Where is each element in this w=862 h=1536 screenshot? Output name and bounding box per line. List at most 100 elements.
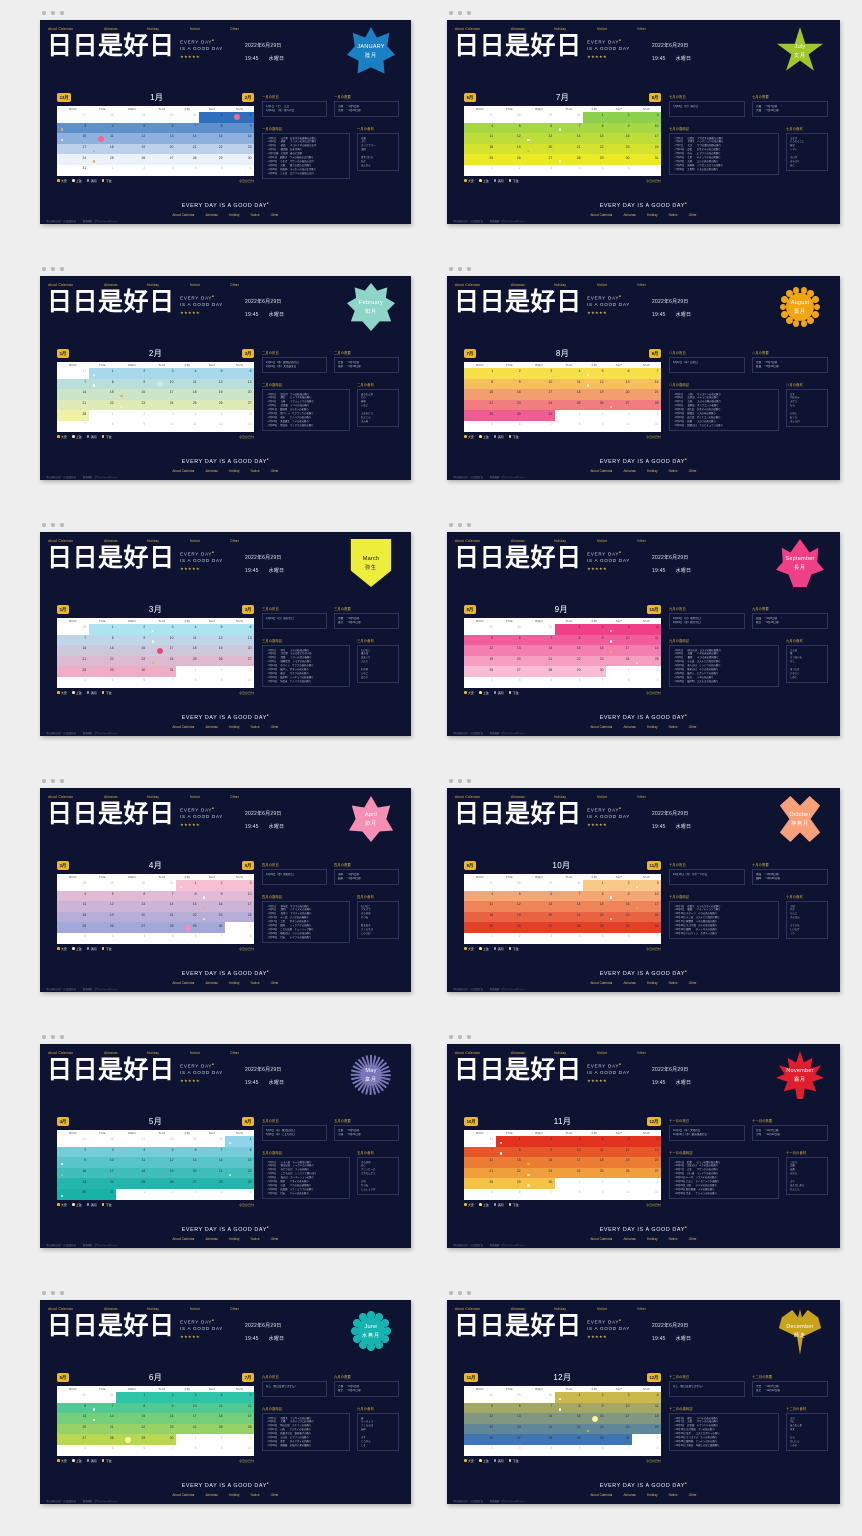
calendar-day-cell[interactable]: 28 <box>147 922 177 933</box>
footer-nav-item-notice[interactable]: Notice <box>250 725 260 729</box>
calendar-day-cell[interactable]: 8 <box>554 1402 584 1414</box>
calendar-day-cell[interactable]: 10 <box>88 1157 117 1168</box>
calendar-day-cell[interactable]: 22 <box>583 911 606 923</box>
calendar-day-cell[interactable]: 8 <box>88 634 117 646</box>
nav-item-almanac[interactable]: Almanac <box>104 1307 118 1311</box>
calendar-day-cell[interactable]: 13 <box>523 133 555 144</box>
calendar-day-cell[interactable]: 10 <box>147 378 177 390</box>
nav-item-other[interactable]: Other <box>230 1307 239 1311</box>
calendar-day-cell[interactable]: 19 <box>495 143 524 155</box>
nav-item-other[interactable]: Other <box>230 283 239 287</box>
prev-month-button[interactable]: 6月 <box>464 93 476 102</box>
calendar-day-cell[interactable]: 20 <box>495 655 524 667</box>
calendar-day-cell[interactable]: 23 <box>57 1178 89 1189</box>
calendar-day-cell[interactable]: 11 <box>116 1157 148 1168</box>
nav-item-notice[interactable]: Notice <box>597 27 608 31</box>
calendar-day-cell[interactable]: 7 <box>198 1146 226 1158</box>
calendar-day-cell[interactable]: 30 <box>147 112 177 123</box>
month-badge[interactable]: August 葉月 <box>776 283 824 331</box>
calendar-day-cell[interactable]: 27 <box>632 1167 661 1179</box>
window-dot[interactable] <box>449 267 453 271</box>
nav-item-almanac[interactable]: Almanac <box>104 27 118 31</box>
window-dot[interactable] <box>467 11 471 15</box>
footer-nav-item-almanac[interactable]: Almanac <box>623 469 636 473</box>
calendar-day-cell[interactable]: 9 <box>225 122 254 134</box>
footer-nav-item-notice[interactable]: Notice <box>668 1237 678 1241</box>
calendar-day-cell[interactable]: 29 <box>554 666 584 677</box>
terms-link[interactable]: 利用規約・プライバシーポリシー <box>489 1245 525 1247</box>
month-badge[interactable]: March 弥生 <box>347 539 395 587</box>
terms-link[interactable]: 利用規約・プライバシーポリシー <box>489 477 525 479</box>
calendar-day-cell[interactable]: 2 <box>495 932 524 944</box>
nav-item-holiday[interactable]: Holiday <box>147 1051 160 1055</box>
calendar-day-cell[interactable]: 18 <box>176 645 199 656</box>
calendar-day-cell[interactable]: 3 <box>464 676 496 688</box>
calendar-day-cell[interactable]: 21 <box>554 911 584 923</box>
calendar-day-cell[interactable]: 11 <box>464 133 496 144</box>
calendar-day-cell[interactable]: 10 <box>523 378 555 390</box>
footer-nav-item-about-calendar[interactable]: About Calendar <box>590 725 613 729</box>
calendar-day-cell[interactable]: 29 <box>176 1136 199 1147</box>
calendar-day-cell[interactable]: 20 <box>632 1157 661 1168</box>
calendar-day-cell[interactable]: 16 <box>605 901 633 912</box>
calendar-day-cell[interactable]: 29 <box>464 624 496 635</box>
calendar-day-cell[interactable]: 18 <box>88 143 117 155</box>
calendar-day-cell[interactable]: 28 <box>57 410 89 421</box>
terms-link[interactable]: 利用規約・プライバシーポリシー <box>82 989 118 991</box>
calendar-day-cell[interactable]: 15 <box>88 389 117 400</box>
calendar-day-cell[interactable]: 28 <box>523 666 555 677</box>
calendar-day-cell[interactable]: 4 <box>176 368 199 379</box>
window-dot[interactable] <box>51 1291 55 1295</box>
nav-item-other[interactable]: Other <box>230 27 239 31</box>
calendar-day-cell[interactable]: 29 <box>523 112 555 123</box>
footer-nav-item-about-calendar[interactable]: About Calendar <box>590 1237 613 1241</box>
calendar-day-cell[interactable]: 12 <box>225 1402 254 1414</box>
calendar-day-cell[interactable]: 2 <box>583 624 606 635</box>
footer-nav-item-about-calendar[interactable]: About Calendar <box>590 213 613 217</box>
footer-nav-item-about-calendar[interactable]: About Calendar <box>172 725 195 729</box>
footer-nav-item-other[interactable]: Other <box>270 981 279 985</box>
footer-nav-item-almanac[interactable]: Almanac <box>205 1237 218 1241</box>
prev-month-button[interactable]: 8月 <box>464 605 476 614</box>
calendar-day-cell[interactable]: 3 <box>88 1146 117 1158</box>
calendar-day-cell[interactable]: 4 <box>554 164 584 176</box>
calendar-day-cell[interactable]: 22 <box>495 1167 524 1179</box>
calendar-day-cell[interactable]: 23 <box>495 399 524 411</box>
calendar-day-cell[interactable]: 9 <box>198 1444 226 1456</box>
next-month-button[interactable]: 3月 <box>242 605 254 614</box>
calendar-day-cell[interactable]: 26 <box>583 399 606 411</box>
calendar-day-cell[interactable]: 6 <box>495 1402 524 1414</box>
window-dot[interactable] <box>458 1035 462 1039</box>
calendar-day-cell[interactable]: 6 <box>495 1188 524 1200</box>
calendar-day-cell[interactable]: 3 <box>523 368 555 379</box>
next-month-button[interactable]: 8月 <box>649 93 661 102</box>
calendar-day-cell[interactable]: 23 <box>147 1423 177 1435</box>
calendar-day-cell[interactable]: 5 <box>464 420 496 432</box>
calendar-day-cell[interactable]: 4 <box>176 624 199 635</box>
calendar-day-cell[interactable]: 5 <box>495 122 524 134</box>
calendar-day-cell[interactable]: 28 <box>495 112 524 123</box>
nav-item-about-calendar[interactable]: About Calendar <box>48 539 74 543</box>
calendar-day-cell[interactable]: 14 <box>523 645 555 656</box>
calendar-day-cell[interactable]: 6 <box>147 122 177 134</box>
calendar-day-cell[interactable]: 7 <box>632 368 661 379</box>
calendar-day-cell[interactable]: 10 <box>225 676 254 688</box>
calendar-day-cell[interactable]: 31 <box>632 922 661 933</box>
calendar-day-cell[interactable]: 11 <box>632 420 661 432</box>
calendar-day-cell[interactable]: 22 <box>176 911 199 923</box>
calendar-day-cell[interactable]: 31 <box>147 666 177 677</box>
calendar-day-cell[interactable]: 31 <box>88 1392 117 1403</box>
calendar-day-cell[interactable]: 1 <box>88 410 117 421</box>
calendar-day-cell[interactable]: 16 <box>147 1413 177 1424</box>
calendar-day-cell[interactable]: 27 <box>225 399 254 411</box>
footer-nav-item-about-calendar[interactable]: About Calendar <box>172 213 195 217</box>
calendar-day-cell[interactable]: 22 <box>554 655 584 667</box>
next-month-button[interactable]: 11月 <box>646 861 661 870</box>
calendar-day-cell[interactable]: 18 <box>464 143 496 155</box>
calendar-day-cell[interactable]: 2 <box>225 112 254 123</box>
calendar-day-cell[interactable]: 7 <box>198 932 226 944</box>
calendar-day-cell[interactable]: 8 <box>554 1188 584 1200</box>
calendar-day-cell[interactable]: 31 <box>57 164 89 176</box>
calendar-day-cell[interactable]: 17 <box>605 1413 633 1424</box>
calendar-day-cell[interactable]: 16 <box>523 1157 555 1168</box>
